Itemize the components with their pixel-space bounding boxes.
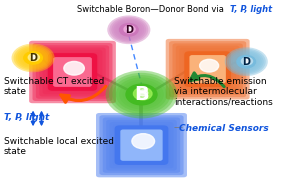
Text: —: — [174, 124, 183, 132]
Circle shape [127, 27, 133, 31]
FancyArrowPatch shape [61, 86, 106, 102]
Text: B: B [134, 85, 149, 104]
FancyBboxPatch shape [39, 47, 106, 96]
Circle shape [123, 82, 161, 107]
FancyBboxPatch shape [179, 48, 236, 91]
Text: D: D [125, 25, 133, 35]
Circle shape [132, 134, 155, 149]
FancyBboxPatch shape [36, 45, 109, 99]
FancyBboxPatch shape [169, 41, 246, 97]
Circle shape [106, 70, 177, 119]
FancyBboxPatch shape [120, 129, 163, 161]
Circle shape [14, 45, 53, 71]
FancyBboxPatch shape [33, 43, 113, 101]
Circle shape [16, 46, 51, 70]
Text: Switchable emission
via intermolecular
interactions/reactions: Switchable emission via intermolecular i… [174, 77, 273, 106]
Circle shape [22, 50, 44, 65]
Circle shape [31, 55, 37, 59]
Circle shape [133, 88, 152, 100]
Circle shape [118, 22, 140, 37]
Circle shape [18, 48, 49, 68]
Circle shape [116, 21, 142, 39]
Circle shape [227, 49, 266, 75]
Circle shape [116, 77, 167, 112]
Text: T, P, light: T, P, light [230, 5, 272, 14]
Text: T, P, light: T, P, light [4, 113, 49, 122]
Circle shape [111, 18, 146, 41]
Circle shape [237, 56, 255, 68]
Circle shape [20, 49, 46, 67]
FancyBboxPatch shape [53, 57, 92, 87]
Circle shape [109, 17, 148, 43]
Text: Switchable Boron—Donor Bond via: Switchable Boron—Donor Bond via [77, 5, 226, 14]
Circle shape [113, 19, 144, 40]
FancyBboxPatch shape [48, 53, 97, 91]
Circle shape [241, 57, 253, 65]
Circle shape [28, 54, 39, 61]
Text: D: D [29, 53, 37, 63]
Text: Switchable CT excited
state: Switchable CT excited state [4, 77, 104, 96]
Circle shape [244, 59, 250, 63]
Circle shape [64, 61, 84, 75]
FancyBboxPatch shape [106, 120, 177, 171]
Circle shape [233, 53, 260, 70]
Circle shape [231, 51, 262, 72]
Circle shape [138, 90, 148, 96]
Circle shape [112, 75, 171, 114]
FancyBboxPatch shape [183, 50, 233, 88]
Circle shape [200, 59, 219, 72]
Circle shape [120, 24, 138, 36]
FancyBboxPatch shape [113, 124, 170, 166]
Text: Switchable local excited
state: Switchable local excited state [4, 137, 113, 156]
FancyBboxPatch shape [99, 115, 183, 175]
FancyBboxPatch shape [110, 122, 173, 168]
FancyBboxPatch shape [96, 113, 187, 177]
Circle shape [235, 54, 258, 69]
Circle shape [24, 52, 42, 64]
FancyBboxPatch shape [166, 39, 250, 99]
FancyBboxPatch shape [184, 51, 231, 87]
Circle shape [11, 43, 55, 72]
Circle shape [225, 47, 268, 76]
FancyBboxPatch shape [189, 55, 226, 83]
Circle shape [126, 84, 157, 105]
Circle shape [229, 50, 264, 73]
Circle shape [119, 80, 164, 109]
Text: Chemical Sensors: Chemical Sensors [180, 124, 269, 132]
FancyBboxPatch shape [46, 52, 99, 92]
FancyBboxPatch shape [115, 125, 168, 165]
FancyArrowPatch shape [190, 73, 224, 87]
Circle shape [124, 26, 135, 33]
Text: D: D [242, 57, 250, 67]
FancyBboxPatch shape [176, 46, 240, 93]
FancyBboxPatch shape [43, 50, 102, 94]
FancyBboxPatch shape [103, 118, 180, 173]
FancyBboxPatch shape [173, 43, 243, 95]
Circle shape [107, 15, 150, 44]
FancyBboxPatch shape [29, 41, 116, 103]
Circle shape [109, 73, 174, 116]
